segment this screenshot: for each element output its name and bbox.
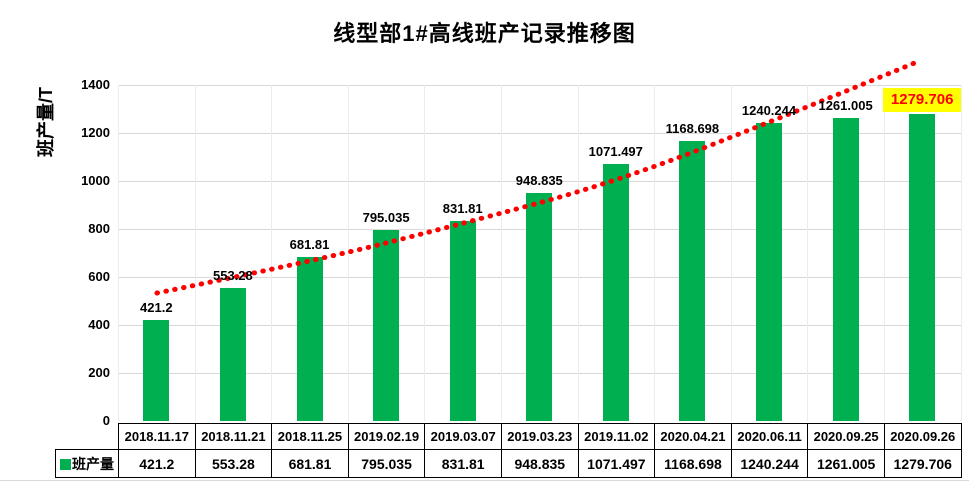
gridline-vertical [271, 85, 273, 421]
date-cell: 2018.11.17 [118, 423, 196, 450]
y-tick-label: 0 [102, 413, 110, 428]
data-label-2018.11.25[interactable]: 681.81 [289, 237, 330, 253]
bottom-edge-line [0, 480, 969, 481]
data-label-2019.03.07[interactable]: 831.81 [442, 201, 483, 217]
value-cell: 553.28 [194, 449, 273, 478]
y-tick-label: 1400 [81, 77, 110, 92]
date-cell: 2019.03.07 [424, 423, 502, 450]
green-square-icon [60, 458, 71, 470]
y-tick-label: 1000 [81, 173, 110, 188]
gridline-vertical [501, 85, 502, 421]
data-label-2018.11.17[interactable]: 421.2 [140, 299, 173, 315]
date-cell: 2019.11.02 [577, 423, 656, 450]
value-cell: 795.035 [347, 449, 426, 478]
data-label-2020.09.25[interactable]: 1261.005 [818, 98, 873, 114]
date-cell: 2018.11.21 [194, 423, 273, 450]
y-tick-label: 400 [88, 317, 110, 332]
data-label-2019.11.02[interactable]: 1071.497 [588, 143, 643, 159]
value-cell: 1071.497 [577, 449, 656, 478]
data-label-2020.06.11[interactable]: 1240.244 [741, 103, 797, 119]
value-cell: 1168.698 [654, 449, 732, 478]
value-cell: 421.2 [118, 449, 196, 478]
data-label-2019.02.19[interactable]: 795.035 [362, 210, 410, 226]
date-cell: 2020.06.11 [730, 423, 809, 450]
data-table: 2018.11.17 2018.11.21 2018.11.25 2019.02.19… [55, 423, 962, 478]
gridline [118, 181, 961, 182]
date-cell: 2020.09.26 [883, 423, 962, 450]
legend-cell: 班产量 [55, 449, 119, 478]
gridline-vertical [347, 85, 349, 421]
gridline-vertical [654, 85, 656, 421]
bar-2020.09.26[interactable] [909, 113, 936, 421]
bar-2019.11.02[interactable] [602, 163, 629, 421]
category-row: 2018.11.17 2018.11.21 2018.11.25 2019.02.19… [56, 423, 962, 450]
gridline-vertical [730, 85, 732, 421]
gridline-vertical [883, 85, 885, 421]
value-cell: 948.835 [500, 449, 579, 478]
table-corner-cell [56, 424, 119, 450]
data-label-2018.11.21[interactable]: 553.28 [213, 268, 253, 284]
bar-2018.11.25[interactable] [296, 257, 323, 421]
gridline [118, 133, 961, 134]
y-tick-label: 600 [88, 269, 110, 284]
bar-2019.03.23[interactable] [526, 193, 553, 421]
bar-2019.02.19[interactable] [373, 230, 400, 421]
data-label-2020.09.26[interactable]: 1279.706 [883, 87, 962, 112]
bar-2019.03.07[interactable] [449, 221, 476, 421]
gridline [118, 85, 961, 86]
value-cell: 1240.244 [730, 449, 809, 478]
bar-2020.09.25[interactable] [832, 118, 859, 421]
gridline-vertical [807, 85, 809, 421]
bar-2018.11.21[interactable] [219, 288, 246, 421]
y-tick-label: 800 [88, 221, 110, 236]
gridline-vertical [194, 85, 196, 421]
chart-title[interactable]: 线型部1#高线班产记录推移图 [333, 21, 636, 46]
value-cell: 1279.706 [883, 449, 962, 478]
value-cell: 1261.005 [807, 449, 885, 478]
date-cell: 2020.09.25 [807, 423, 885, 450]
bar-2020.06.11[interactable] [756, 123, 782, 421]
bar-2018.11.17[interactable] [143, 319, 170, 421]
date-cell: 2019.03.23 [500, 423, 579, 450]
bar-2020.04.21[interactable] [679, 140, 706, 421]
gridline-vertical [424, 85, 426, 421]
date-cell: 2019.02.19 [347, 423, 426, 450]
y-tick-label: 200 [88, 365, 110, 380]
value-cell: 681.81 [271, 449, 349, 478]
date-cell: 2018.11.25 [271, 423, 349, 450]
gridline-vertical [577, 85, 579, 421]
gridline-vertical [960, 85, 962, 421]
data-label-2020.04.21[interactable]: 1168.698 [665, 120, 720, 136]
y-tick-label: 1200 [81, 125, 110, 140]
value-cell: 831.81 [424, 449, 502, 478]
gridline-vertical [118, 85, 119, 421]
value-row: 班产量 421.2 553.28 681.81 795.035 831.81 948.83… [55, 449, 962, 478]
date-cell: 2020.04.21 [654, 423, 732, 450]
legend-label: 班产量 [72, 455, 114, 472]
data-label-2019.03.23[interactable]: 948.835 [515, 173, 563, 189]
